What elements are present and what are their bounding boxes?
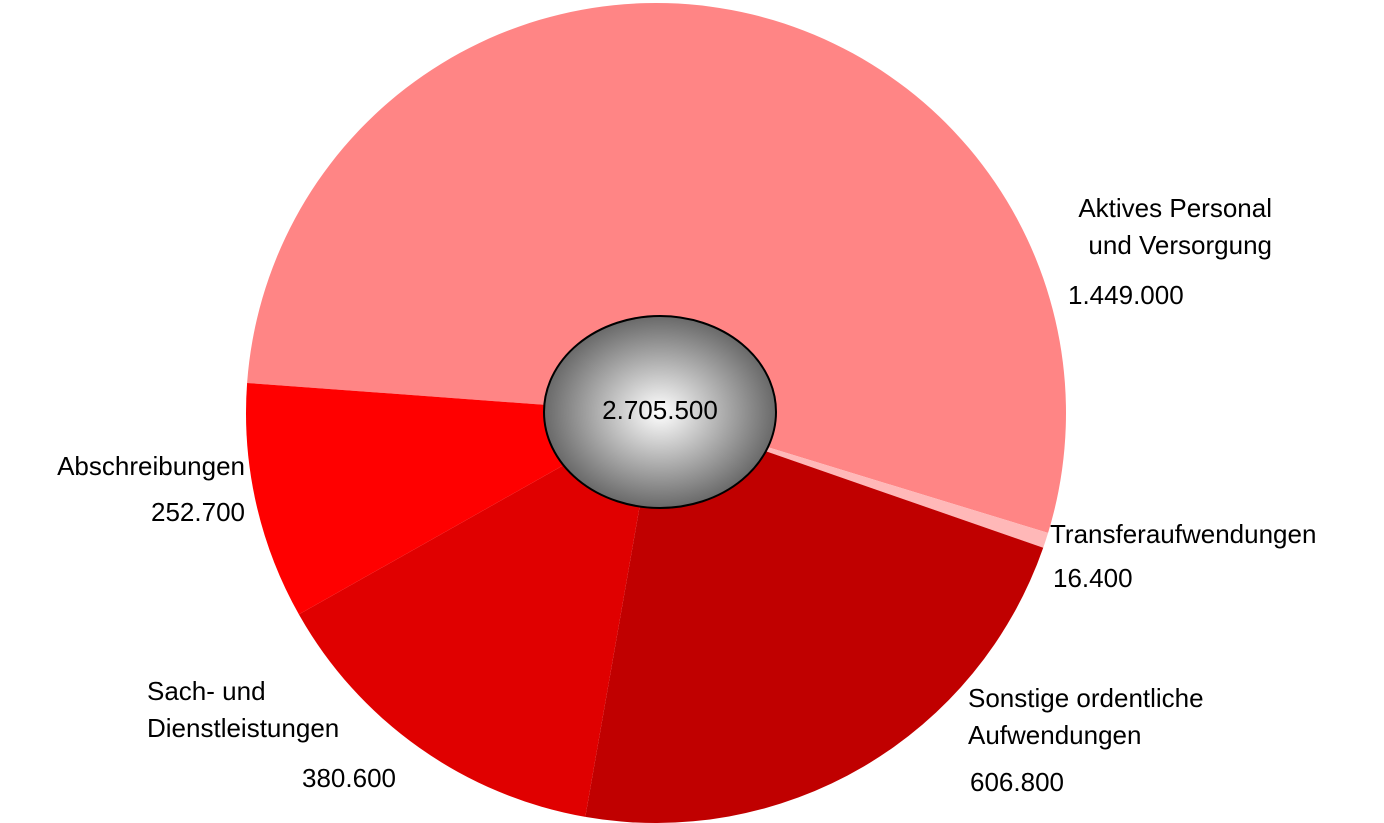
center-label: 2.705.500 (602, 395, 718, 425)
pie-slice (585, 413, 1044, 823)
pie-slice (298, 413, 656, 817)
slice-label: Sach- und Dienstleistungen (147, 676, 340, 743)
slice-label: Transferaufwendungen (1050, 519, 1317, 549)
slice-label: Abschreibungen (57, 451, 245, 481)
slice-value-label: 1.449.000 (1068, 280, 1184, 310)
slice-label: Sonstige ordentliche Aufwendungen (968, 683, 1204, 750)
slice-value-label: 252.700 (151, 497, 245, 527)
slice-value-label: 16.400 (1053, 563, 1133, 593)
pie-slice (247, 3, 1066, 533)
center-hub (543, 315, 777, 509)
slice-value-label: 606.800 (970, 767, 1064, 797)
slice-value-label: 380.600 (302, 763, 396, 793)
slice-label: Aktives Personal und Versorgung (1078, 193, 1272, 260)
